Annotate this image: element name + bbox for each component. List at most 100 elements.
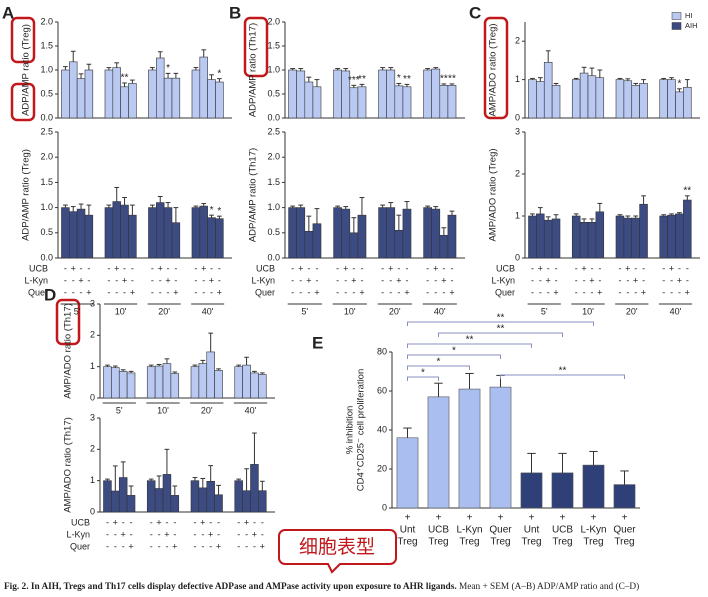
y-tick-label: 20 (377, 463, 387, 473)
x-tick-label: Treg (614, 537, 634, 548)
y-tick-label: 3 (515, 126, 520, 136)
condition-sign: - (450, 275, 453, 285)
condition-sign: - (202, 287, 205, 297)
condition-name: Quer (70, 541, 90, 551)
condition-sign: - (389, 287, 392, 297)
condition-sign: - (159, 275, 162, 285)
condition-sign: - (217, 529, 220, 539)
y-tick-label: 2 (90, 444, 95, 454)
bar (528, 79, 537, 119)
bar (551, 85, 561, 119)
condition-sign: - (618, 287, 621, 297)
condition-sign: - (291, 275, 294, 285)
condition-sign: + (633, 275, 638, 285)
x-sign: + (498, 513, 504, 524)
condition-sign: + (113, 517, 118, 527)
highlight-box (10, 82, 36, 122)
condition-sign: - (360, 263, 363, 273)
condition-sign: - (531, 263, 534, 273)
bar (349, 87, 359, 119)
condition-sign: - (130, 517, 133, 527)
bar (112, 67, 121, 119)
condition-sign: + (314, 287, 319, 297)
group-label: 20' (201, 405, 213, 415)
condition-sign: - (426, 287, 429, 297)
y-tick-label: 0 (90, 506, 95, 516)
bar (120, 204, 129, 259)
condition-sign: - (64, 275, 67, 285)
x-tick-label: Treg (552, 537, 572, 548)
condition-sign: - (405, 263, 408, 273)
bar (61, 69, 70, 119)
condition-sign: - (344, 287, 347, 297)
bar (296, 70, 306, 119)
bar (69, 61, 78, 119)
bar (615, 79, 625, 119)
bracket (407, 321, 594, 326)
bar (667, 79, 676, 119)
bar (126, 495, 136, 513)
condition-sign: - (217, 517, 220, 527)
condition-sign: - (575, 263, 578, 273)
significance: ** (559, 366, 567, 377)
bar (207, 79, 216, 119)
significance: *** (348, 75, 360, 86)
condition-sign: - (634, 263, 637, 273)
bar (199, 56, 208, 119)
bar (396, 437, 419, 509)
bar (154, 488, 164, 513)
caption-bold: Fig. 2. In AIH, Tregs and Th17 cells dis… (4, 582, 457, 592)
group-label: 5' (74, 306, 81, 316)
condition-sign: - (686, 263, 689, 273)
legend-label: HI (685, 11, 693, 20)
condition-sign: - (583, 287, 586, 297)
y-axis-label: AMP/ADO ratio (Th17) (63, 303, 74, 399)
bar (69, 211, 78, 259)
significance: * (421, 368, 425, 379)
bar (242, 490, 251, 513)
condition-sign: + (351, 275, 356, 285)
condition-sign: + (244, 517, 249, 527)
y-tick-label: 80 (377, 346, 387, 356)
condition-sign: - (123, 263, 126, 273)
bar (623, 80, 633, 119)
condition-sign: - (106, 541, 109, 551)
condition-sign: + (669, 263, 674, 273)
highlight-box (55, 298, 81, 346)
condition-sign: - (107, 263, 110, 273)
y-tick-label: 0 (382, 502, 387, 512)
group-label: 40' (670, 306, 682, 316)
bar (571, 79, 581, 119)
condition-sign: - (626, 275, 629, 285)
condition-sign: - (531, 275, 534, 285)
condition-sign: - (547, 263, 550, 273)
condition-sign: - (352, 287, 355, 297)
condition-sign: + (404, 287, 409, 297)
condition-sign: - (531, 287, 534, 297)
x-sign: + (529, 513, 535, 524)
bar (312, 223, 322, 259)
bar (170, 495, 180, 513)
condition-sign: - (114, 541, 117, 551)
significance: * (217, 206, 221, 217)
y-tick-label: 2 (515, 168, 520, 178)
condition-sign: - (575, 287, 578, 297)
y-tick-label: 0.5 (40, 88, 53, 98)
condition-sign: - (72, 287, 75, 297)
bar (234, 480, 243, 513)
condition-sign: + (449, 287, 454, 297)
condition-sign: - (590, 287, 593, 297)
bar (623, 217, 633, 259)
condition-sign: + (396, 275, 401, 285)
condition-sign: - (397, 287, 400, 297)
group-label: 20' (158, 306, 170, 316)
bar (190, 480, 200, 513)
group-label: 5' (541, 306, 548, 316)
condition-sign: - (442, 263, 445, 273)
condition-sign: - (598, 275, 601, 285)
x-tick-label: Quer (489, 525, 512, 536)
condition-sign: + (433, 263, 438, 273)
condition-sign: - (618, 263, 621, 273)
y-tick-label: 0.5 (267, 88, 280, 98)
bar (156, 202, 165, 259)
